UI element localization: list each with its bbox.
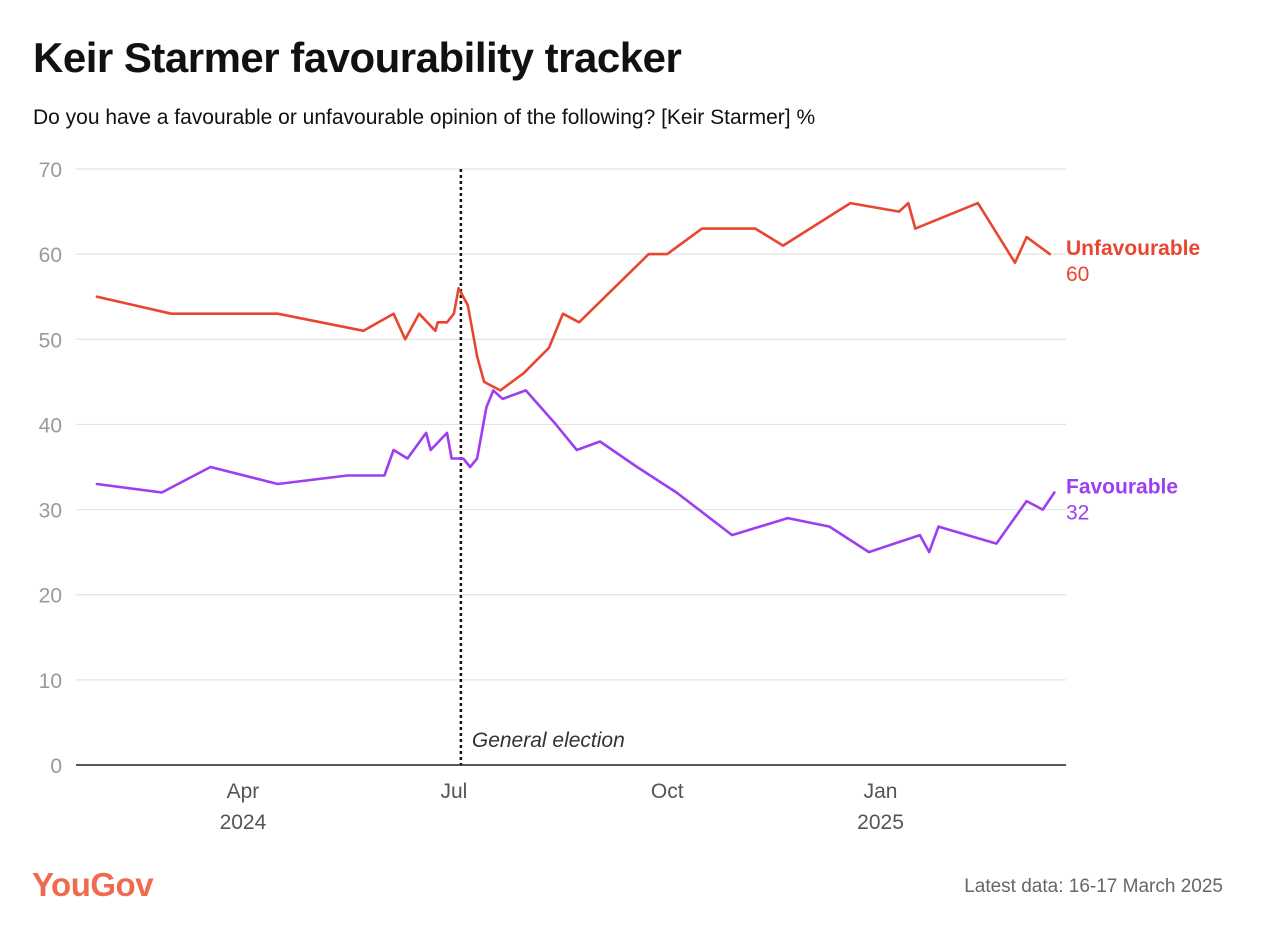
series-value-favourable: 32 — [1066, 502, 1089, 525]
x-tick-label: Jan — [864, 780, 898, 803]
y-tick-label: 70 — [39, 159, 62, 182]
y-tick-label: 60 — [39, 244, 62, 267]
y-tick-label: 50 — [39, 329, 62, 352]
series-line-favourable — [95, 389, 1056, 554]
chart-title: Keir Starmer favourability tracker — [33, 34, 682, 81]
x-tick-year-label: 2024 — [220, 811, 267, 834]
series-line-unfavourable — [95, 201, 1052, 392]
x-tick-year-label: 2025 — [857, 811, 904, 834]
x-tick-label: Apr — [227, 780, 260, 803]
chart-subtitle: Do you have a favourable or unfavourable… — [33, 106, 816, 129]
x-tick-label: Oct — [651, 780, 684, 803]
series-value-unfavourable: 60 — [1066, 263, 1089, 286]
yougov-logo: YouGov — [32, 866, 154, 903]
y-tick-label: 0 — [50, 755, 62, 778]
series-label-unfavourable: Unfavourable — [1066, 237, 1200, 260]
x-tick-label: Jul — [440, 780, 467, 803]
y-tick-label: 30 — [39, 500, 62, 523]
series-label-favourable: Favourable — [1066, 476, 1178, 499]
y-tick-label: 20 — [39, 585, 62, 608]
latest-data-note: Latest data: 16-17 March 2025 — [964, 876, 1223, 897]
y-tick-label: 10 — [39, 670, 62, 693]
y-tick-label: 40 — [39, 414, 62, 437]
election-marker-label: General election — [472, 729, 625, 752]
